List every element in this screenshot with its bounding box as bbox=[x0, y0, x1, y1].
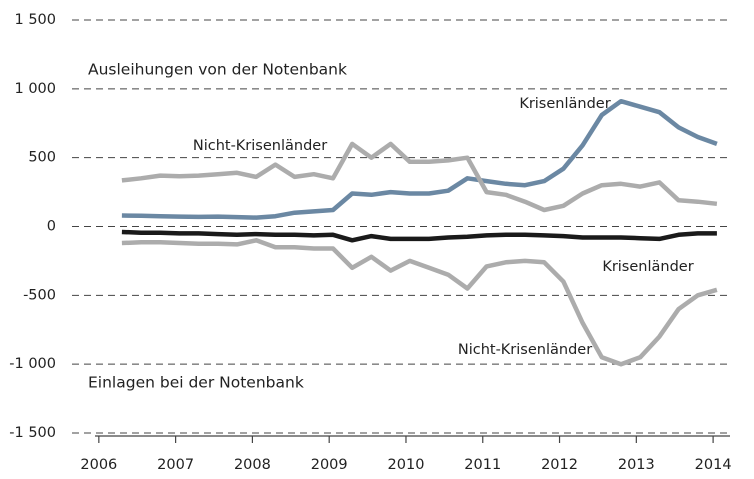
x-tick-label: 2013 bbox=[618, 457, 655, 473]
y-tick-label: 1 000 bbox=[14, 81, 56, 97]
y-tick-label: 1 500 bbox=[14, 12, 56, 28]
x-tick-label: 2011 bbox=[464, 457, 501, 473]
annotation: Ausleihungen von der Notenbank bbox=[88, 61, 347, 79]
series-label: Nicht-Krisenländer bbox=[193, 138, 327, 154]
y-tick-label: 0 bbox=[47, 219, 56, 235]
series-line bbox=[121, 229, 717, 243]
x-tick-label: 2012 bbox=[541, 457, 578, 473]
series-line bbox=[121, 238, 718, 367]
series-label: Krisenländer bbox=[519, 96, 610, 112]
y-tick-label: -1 000 bbox=[9, 356, 56, 372]
x-tick-label: 2010 bbox=[388, 457, 425, 473]
series-line bbox=[121, 141, 718, 213]
series-line bbox=[121, 98, 718, 220]
x-tick-label: 2006 bbox=[80, 457, 117, 473]
x-tick-label: 2014 bbox=[695, 457, 732, 473]
x-tick-label: 2009 bbox=[311, 457, 348, 473]
y-tick-label: -1 500 bbox=[9, 425, 56, 441]
y-tick-label: -500 bbox=[23, 287, 56, 303]
annotation: Einlagen bei der Notenbank bbox=[88, 374, 304, 392]
y-tick-label: 500 bbox=[28, 150, 56, 166]
x-tick-label: 2007 bbox=[157, 457, 194, 473]
x-tick-label: 2008 bbox=[234, 457, 271, 473]
series-label: Krisenländer bbox=[602, 259, 693, 275]
series-label: Nicht-Krisenländer bbox=[458, 342, 592, 358]
